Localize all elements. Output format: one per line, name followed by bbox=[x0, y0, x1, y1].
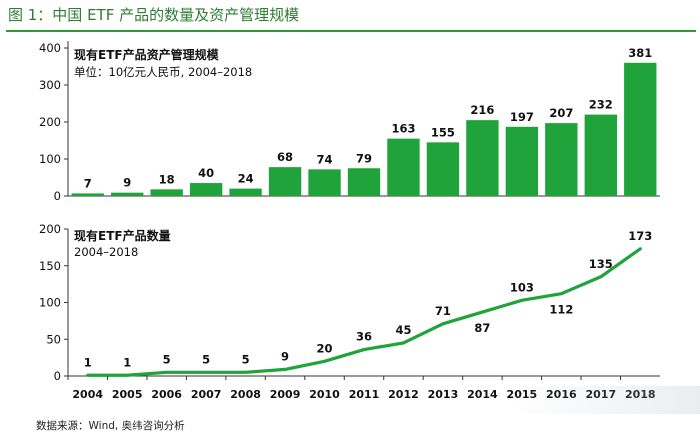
bar-2014 bbox=[466, 120, 499, 196]
bar-value-label: 9 bbox=[123, 176, 131, 190]
line-chart: 0 50 100 150 200 1 1 5 5 5 9 20 36 45 71 87 103 112 135 17… bbox=[39, 222, 660, 401]
line-xtick-label: 2016 bbox=[546, 388, 577, 401]
line-value-label: 135 bbox=[589, 257, 613, 271]
line-xtick-label: 2008 bbox=[230, 388, 261, 401]
bar-value-label: 79 bbox=[356, 151, 372, 165]
bar-2008 bbox=[229, 188, 262, 196]
watermark-overlay bbox=[510, 386, 700, 414]
line-value-label: 71 bbox=[435, 304, 451, 318]
line-ytick-label: 50 bbox=[46, 332, 61, 346]
figure-title: 图 1：中国 ETF 产品的数量及资产管理规模 bbox=[8, 6, 300, 24]
line-xtick-label: 2006 bbox=[151, 388, 182, 401]
line-xtick-label: 2013 bbox=[428, 388, 459, 401]
bar-value-label: 68 bbox=[277, 150, 293, 164]
bar-ytick-label: 300 bbox=[39, 78, 61, 92]
line-xtick-label: 2014 bbox=[467, 388, 498, 401]
product-count-line bbox=[86, 247, 642, 377]
bar-ytick-label: 0 bbox=[54, 189, 61, 203]
line-value-label: 112 bbox=[549, 303, 573, 317]
bar-ytick-label: 400 bbox=[39, 41, 61, 55]
bar-value-label: 207 bbox=[549, 106, 573, 120]
bar-ytick-label: 100 bbox=[39, 152, 61, 166]
bar-chart-subtitle: 单位：10亿元人民币, 2004–2018 bbox=[74, 65, 252, 79]
bar-value-label: 232 bbox=[589, 98, 613, 112]
line-ytick-label: 200 bbox=[39, 222, 61, 236]
bar-2004 bbox=[71, 193, 104, 196]
title-rule bbox=[6, 30, 696, 32]
bar-value-label: 24 bbox=[238, 172, 254, 186]
line-chart-title: 现有ETF产品数量 bbox=[74, 228, 171, 243]
line-xtick-label: 2012 bbox=[388, 388, 419, 401]
line-value-label: 5 bbox=[242, 352, 250, 366]
line-xtick-label: 2011 bbox=[349, 388, 380, 401]
bar-2010 bbox=[308, 169, 341, 196]
line-value-label: 103 bbox=[510, 280, 534, 294]
line-value-label: 5 bbox=[163, 352, 171, 366]
bar-value-label: 155 bbox=[431, 125, 455, 139]
bar-2018 bbox=[624, 62, 657, 196]
bar-2016 bbox=[545, 123, 578, 196]
line-xtick-label: 2015 bbox=[507, 388, 538, 401]
line-xtick-label: 2005 bbox=[112, 388, 143, 401]
line-ytick-label: 0 bbox=[54, 369, 61, 383]
bar-2007 bbox=[189, 183, 223, 196]
line-value-label: 36 bbox=[356, 330, 372, 344]
bar-ytick-label: 200 bbox=[39, 115, 61, 129]
bar-2005 bbox=[111, 192, 144, 196]
line-value-label: 20 bbox=[317, 341, 333, 355]
bar-value-label: 18 bbox=[159, 172, 175, 186]
bar-value-label: 40 bbox=[198, 166, 214, 180]
line-xtick-label: 2017 bbox=[585, 388, 616, 401]
bar-2015 bbox=[505, 126, 539, 196]
line-value-label: 173 bbox=[628, 229, 652, 243]
line-xtick-label: 2007 bbox=[191, 388, 222, 401]
line-xtick-label: 2010 bbox=[309, 388, 340, 401]
bar-value-label: 163 bbox=[391, 122, 415, 136]
line-xtick-label: 2018 bbox=[625, 388, 656, 401]
bar-2011 bbox=[347, 168, 381, 196]
source-note: 数据来源：Wind, 奥纬咨询分析 bbox=[36, 420, 185, 432]
bar-value-label: 381 bbox=[628, 46, 652, 60]
bar-value-label: 216 bbox=[470, 103, 494, 117]
line-value-label: 1 bbox=[123, 355, 131, 369]
bar-2012 bbox=[387, 138, 420, 196]
bar-chart-title: 现有ETF产品资产管理规模 bbox=[74, 47, 220, 62]
bar-2009 bbox=[268, 167, 302, 196]
bar-2013 bbox=[426, 142, 460, 196]
bar-value-label: 197 bbox=[510, 110, 534, 124]
line-value-label: 9 bbox=[281, 349, 289, 363]
line-value-label: 5 bbox=[202, 352, 210, 366]
bar-value-label: 74 bbox=[317, 152, 333, 166]
bar-value-label: 7 bbox=[84, 176, 92, 190]
line-value-label: 45 bbox=[395, 323, 411, 337]
line-value-label: 1 bbox=[84, 355, 92, 369]
line-chart-subtitle: 2004–2018 bbox=[74, 245, 138, 259]
line-xtick-label: 2004 bbox=[72, 388, 103, 401]
line-ytick-label: 100 bbox=[39, 296, 61, 310]
bar-2017 bbox=[584, 114, 617, 196]
line-value-label: 87 bbox=[474, 321, 490, 335]
line-ytick-label: 150 bbox=[39, 259, 61, 273]
bar-2006 bbox=[150, 189, 183, 196]
line-xtick-label: 2009 bbox=[270, 388, 301, 401]
